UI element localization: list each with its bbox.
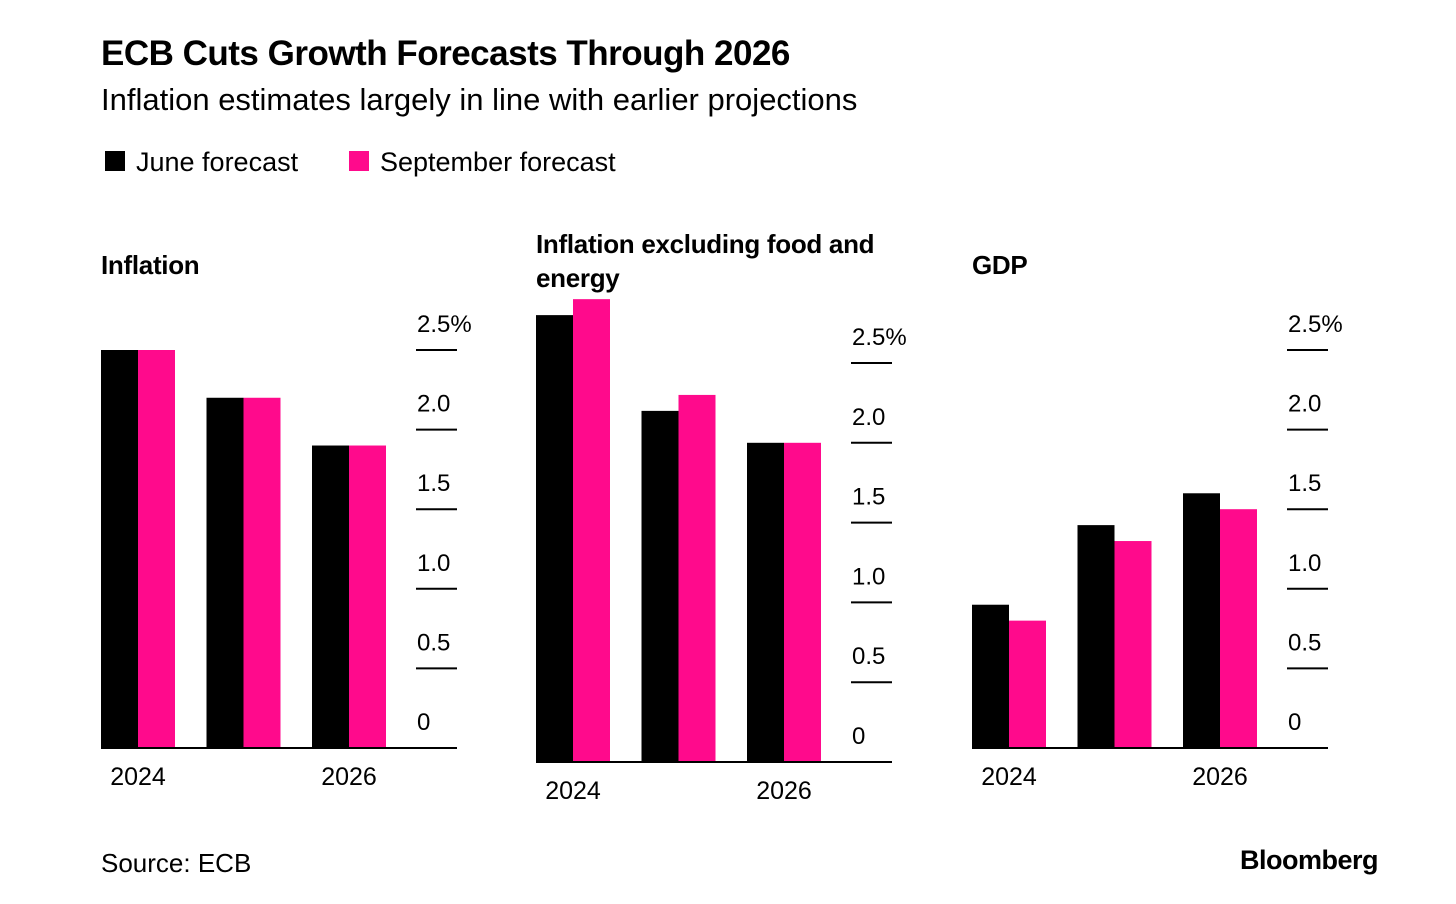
bar — [1183, 493, 1220, 748]
bar — [784, 442, 821, 762]
x-tick-label: 2026 — [321, 763, 377, 791]
bar — [101, 350, 138, 748]
bar — [349, 445, 386, 748]
x-tick-label: 2024 — [110, 763, 166, 791]
y-tick-label: 0 — [417, 709, 430, 736]
bar — [1077, 525, 1115, 748]
bar — [747, 442, 784, 762]
legend-swatch — [349, 151, 369, 171]
y-tick-label: 2.0 — [852, 404, 885, 431]
credit: Bloomberg — [1239, 845, 1379, 875]
y-tick-label: 0 — [852, 723, 865, 750]
y-tick-label: 2.5% — [1288, 311, 1343, 338]
y-tick-label: 0.5 — [417, 629, 450, 656]
bar — [641, 410, 679, 762]
bar — [1220, 509, 1257, 748]
x-tick-label: 2026 — [1192, 763, 1248, 791]
y-tick-label: 0 — [1288, 709, 1301, 736]
bar — [312, 445, 349, 748]
bar — [206, 397, 244, 748]
y-tick-label: 2.0 — [1288, 391, 1321, 418]
y-tick-label: 1.5 — [1288, 470, 1321, 497]
panel-title: GDP — [972, 250, 1028, 280]
y-tick-label: 1.0 — [852, 563, 885, 590]
x-tick-label: 2024 — [981, 763, 1037, 791]
panel-title: Inflation — [101, 250, 200, 280]
bar — [1114, 541, 1152, 748]
legend-label: September forecast — [380, 147, 616, 177]
source: Source: ECB — [101, 848, 252, 878]
y-tick-label: 1.0 — [417, 550, 450, 577]
y-tick-label: 1.0 — [1288, 550, 1321, 577]
title: ECB Cuts Growth Forecasts Through 2026 — [101, 34, 790, 73]
bar — [1009, 620, 1046, 748]
y-tick-label: 2.5% — [417, 311, 472, 338]
y-tick-label: 0.5 — [852, 643, 885, 670]
bar — [678, 394, 716, 762]
bar — [573, 299, 610, 762]
y-tick-label: 0.5 — [1288, 629, 1321, 656]
bar — [243, 397, 281, 748]
y-tick-label: 2.5% — [852, 324, 907, 351]
bar — [972, 604, 1009, 748]
y-tick-label: 1.5 — [852, 484, 885, 511]
legend-swatch — [105, 151, 125, 171]
x-tick-label: 2026 — [756, 777, 812, 805]
panel-title: Inflation excluding food and energy — [536, 229, 875, 293]
y-tick-label: 2.0 — [417, 391, 450, 418]
subtitle: Inflation estimates largely in line with… — [101, 82, 858, 117]
y-tick-label: 1.5 — [417, 470, 450, 497]
bar — [138, 350, 175, 748]
bar — [536, 315, 573, 762]
x-tick-label: 2024 — [545, 777, 601, 805]
legend-label: June forecast — [136, 147, 299, 177]
